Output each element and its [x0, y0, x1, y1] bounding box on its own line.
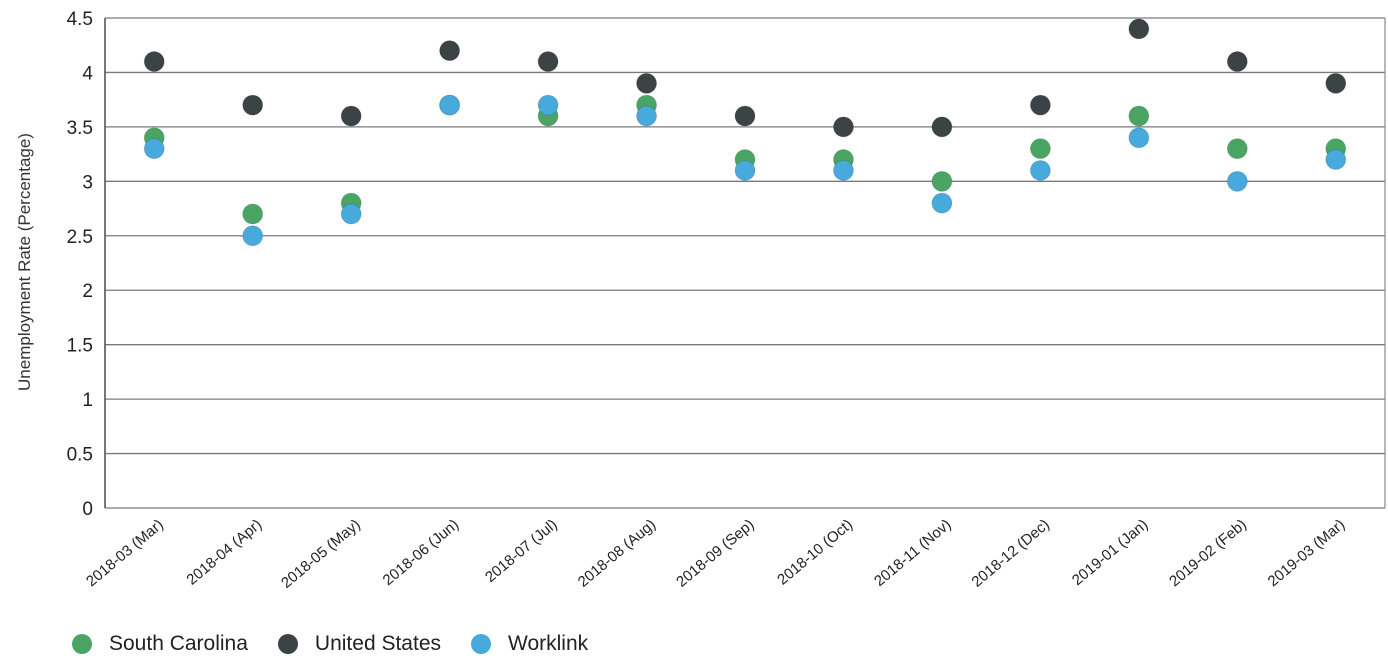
- y-tick-label: 3: [82, 172, 93, 193]
- x-tick-label: 2018-05 (May): [278, 516, 364, 592]
- x-tick-label: 2018-06 (Jun): [380, 516, 462, 589]
- axes: [104, 18, 1386, 508]
- point-united-states: [439, 40, 461, 62]
- y-tick-label: 0.5: [67, 445, 93, 466]
- point-worklink: [832, 159, 854, 181]
- legend-item-worklink: Worklink: [471, 632, 588, 656]
- point-south-carolina: [1128, 105, 1150, 127]
- point-worklink: [931, 192, 953, 214]
- point-south-carolina: [1029, 138, 1051, 160]
- point-worklink: [1226, 170, 1248, 192]
- legend-marker-south-carolina: [72, 634, 92, 654]
- point-worklink: [537, 94, 559, 116]
- legend-marker-worklink: [471, 634, 491, 654]
- point-united-states: [832, 116, 854, 138]
- point-south-carolina: [1226, 138, 1248, 160]
- legend-marker-united-states: [277, 634, 298, 654]
- y-tick-label: 4: [82, 63, 93, 84]
- point-south-carolina: [931, 170, 953, 192]
- point-worklink: [340, 203, 362, 225]
- point-united-states: [636, 72, 658, 94]
- point-worklink: [1029, 159, 1051, 181]
- legend-label-south-carolina: South Carolina: [109, 632, 248, 655]
- point-worklink: [734, 159, 756, 181]
- x-tick-labels: 2018-03 (Mar) 2018-04 (Apr) 2018-05 (May) 2…: [83, 516, 1348, 592]
- point-united-states: [537, 51, 559, 73]
- x-tick-label: 2018-04 (Apr): [183, 516, 265, 589]
- y-tick-label: 1: [82, 390, 93, 411]
- y-tick-label: 2.5: [67, 227, 93, 248]
- y-tick-label: 2: [82, 281, 93, 302]
- x-tick-label: 2018-12 (Dec): [969, 516, 1053, 591]
- legend-label-worklink: Worklink: [508, 632, 589, 655]
- x-tick-label: 2019-01 (Jan): [1069, 516, 1151, 589]
- x-tick-label: 2018-11 (Nov): [871, 516, 955, 590]
- point-worklink: [636, 105, 658, 127]
- point-south-carolina: [242, 203, 264, 225]
- x-tick-label: 2018-07 (Jul): [482, 516, 561, 586]
- y-tick-label: 1.5: [67, 336, 93, 357]
- point-united-states: [1128, 18, 1150, 40]
- series-worklink: [143, 94, 1347, 247]
- x-tick-label: 2018-10 (Oct): [774, 516, 856, 589]
- legend-item-united-states: United States: [277, 632, 441, 656]
- point-worklink: [1128, 127, 1150, 149]
- legend-item-south-carolina: South Carolina: [72, 632, 248, 656]
- point-worklink: [143, 138, 165, 160]
- point-worklink: [1325, 149, 1347, 171]
- point-united-states: [242, 94, 264, 116]
- point-worklink: [242, 225, 264, 247]
- point-united-states: [340, 105, 362, 127]
- x-tick-label: 2018-09 (Sep): [673, 516, 757, 591]
- point-worklink: [439, 94, 461, 116]
- y-tick-labels: 0 0.5 1 1.5 2 2.5 3 3.5 4 4.5: [67, 9, 94, 520]
- grid-lines: [105, 17, 1385, 509]
- x-tick-label: 2018-08 (Aug): [575, 516, 659, 591]
- point-united-states: [1325, 72, 1347, 94]
- legend-label-united-states: United States: [314, 632, 441, 655]
- y-tick-label: 0: [82, 499, 93, 520]
- x-tick-label: 2019-03 (Mar): [1265, 516, 1349, 590]
- y-tick-label: 4.5: [67, 9, 93, 30]
- x-tick-label: 2018-03 (Mar): [83, 516, 167, 590]
- series-united-states: [143, 18, 1347, 138]
- data-points: [143, 18, 1347, 247]
- point-united-states: [1226, 51, 1248, 73]
- y-tick-label: 3.5: [67, 118, 93, 139]
- y-axis-label: Unemployment Rate (Percentage): [15, 133, 34, 391]
- point-united-states: [143, 51, 165, 73]
- x-tick-label: 2019-02 (Feb): [1166, 516, 1250, 590]
- legend: South Carolina United States Worklink: [72, 632, 618, 656]
- point-united-states: [931, 116, 953, 138]
- point-united-states: [1029, 94, 1051, 116]
- point-united-states: [734, 105, 756, 127]
